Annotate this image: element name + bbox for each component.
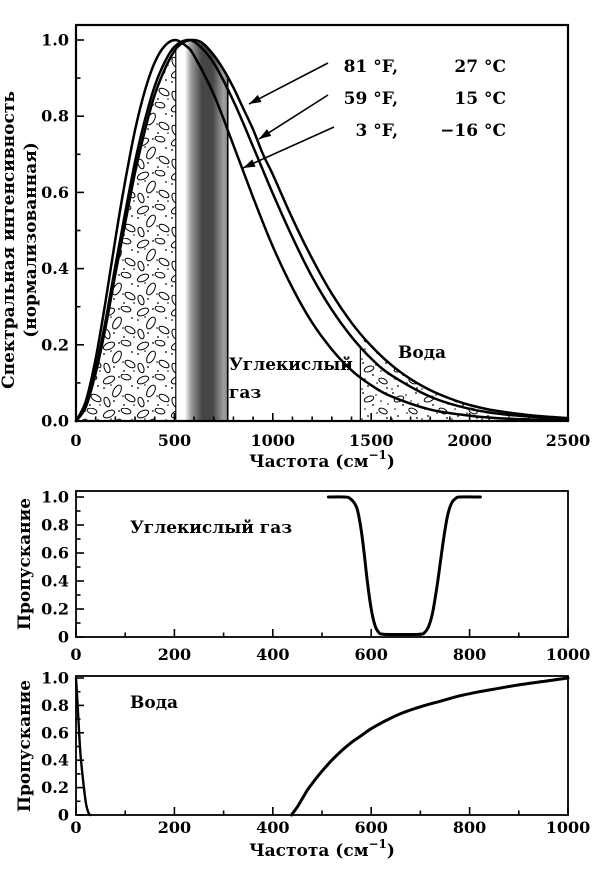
y-tick-label: 1.0 bbox=[41, 31, 69, 50]
x-tick-label: 1500 bbox=[349, 431, 394, 450]
annotation-81F-fahrenheit: 81 °F, bbox=[344, 57, 398, 77]
annotation-arrow-81F bbox=[248, 62, 329, 105]
water-transmission-curve bbox=[290, 676, 570, 817]
y-tick-label: 0.4 bbox=[41, 259, 69, 278]
annotation-arrow-59F bbox=[258, 94, 329, 140]
x-tick-label: 0 bbox=[70, 818, 81, 837]
top-y-axis-title-line1: Спектральная интенсивность bbox=[0, 91, 19, 389]
plot-frame bbox=[75, 490, 569, 638]
x-tick-label: 2000 bbox=[447, 431, 492, 450]
y-tick-label: 0.2 bbox=[41, 600, 69, 619]
x-tick-label: 1000 bbox=[546, 818, 591, 837]
water-band-label: Вода bbox=[398, 343, 446, 363]
water-chart-label: Вода bbox=[130, 693, 178, 713]
x-tick-label: 400 bbox=[256, 818, 289, 837]
y-tick-label: 1.0 bbox=[41, 488, 69, 507]
x-tick-label: 800 bbox=[453, 645, 486, 664]
y-tick-label: 0 bbox=[58, 628, 69, 647]
water-transmission-low-frequency-spike bbox=[74, 676, 92, 817]
y-tick-label: 0.6 bbox=[41, 183, 69, 202]
x-tick-label: 1000 bbox=[251, 431, 296, 450]
y-tick-label: 0.8 bbox=[41, 696, 69, 715]
plot-frame bbox=[74, 23, 570, 423]
curve-27C bbox=[74, 38, 570, 423]
annotation-59F-celsius: 15 °C bbox=[454, 89, 506, 109]
x-tick-label: 200 bbox=[158, 818, 191, 837]
x-tick-label: 0 bbox=[70, 645, 81, 664]
y-tick-label: 0 bbox=[58, 806, 69, 825]
y-tick-label: 0.2 bbox=[41, 335, 69, 354]
curve-minus16C bbox=[74, 38, 570, 423]
x-tick-label: 500 bbox=[158, 431, 191, 450]
annotation-59F-fahrenheit: 59 °F, bbox=[344, 89, 398, 109]
x-tick-label: 800 bbox=[453, 818, 486, 837]
y-tick-label: 0.8 bbox=[41, 107, 69, 126]
surface-window-region bbox=[76, 49, 176, 421]
water-chart-y-axis-title: Пропускание bbox=[15, 680, 35, 812]
curve-15C bbox=[74, 38, 570, 423]
co2-band-label-line1: Углекислый bbox=[229, 355, 353, 375]
water-chart-x-axis-title: Частота (см−1) bbox=[249, 837, 395, 861]
x-tick-label: 1000 bbox=[546, 645, 591, 664]
y-tick-label: 0.2 bbox=[41, 778, 69, 797]
x-tick-label: 600 bbox=[354, 645, 387, 664]
co2-transmission-chart: 0 200 400 600 800 1000 0 0.2 0.4 0.6 0.8 1.0 bbox=[41, 488, 590, 665]
y-tick-label: 0.8 bbox=[41, 516, 69, 535]
y-tick-label: 1.0 bbox=[41, 669, 69, 688]
co2-transmission-curve bbox=[326, 495, 482, 636]
x-tick-label: 2500 bbox=[546, 431, 591, 450]
y-tick-label: 0.0 bbox=[41, 412, 69, 431]
co2-band-region bbox=[184, 40, 228, 421]
top-y-axis-title-line2: (нормализованная) bbox=[21, 142, 41, 338]
y-tick-label: 0.6 bbox=[41, 544, 69, 563]
annotation-3F-fahrenheit: 3 °F, bbox=[355, 121, 398, 141]
x-tick-label: 400 bbox=[256, 645, 289, 664]
y-tick-label: 0.6 bbox=[41, 723, 69, 742]
annotation-3F-celsius: −16 °C bbox=[440, 121, 506, 141]
top-x-axis-title: Частота (см−1) bbox=[249, 448, 395, 472]
water-transmission-chart: 0 200 400 600 800 1000 0 0.2 0.4 0.6 0.8 1.0 bbox=[41, 669, 590, 838]
y-tick-label: 0.4 bbox=[41, 751, 69, 770]
blackbody-chart: 0 500 1000 1500 2000 2500 0.0 0.2 0.4 0.6 0.8 1.0 bbox=[41, 23, 591, 450]
co2-chart-y-axis-title: Пропускание bbox=[15, 498, 35, 630]
x-tick-label: 600 bbox=[354, 818, 387, 837]
co2-chart-label: Углекислый газ bbox=[130, 518, 292, 538]
x-tick-label: 200 bbox=[158, 645, 191, 664]
y-tick-label: 0.4 bbox=[41, 572, 69, 591]
plot-frame bbox=[75, 675, 569, 816]
annotation-81F-celsius: 27 °C bbox=[454, 57, 506, 77]
annotation-arrow-3F bbox=[242, 126, 335, 169]
x-tick-label: 0 bbox=[70, 431, 81, 450]
co2-band-label-line2: газ bbox=[229, 383, 261, 403]
